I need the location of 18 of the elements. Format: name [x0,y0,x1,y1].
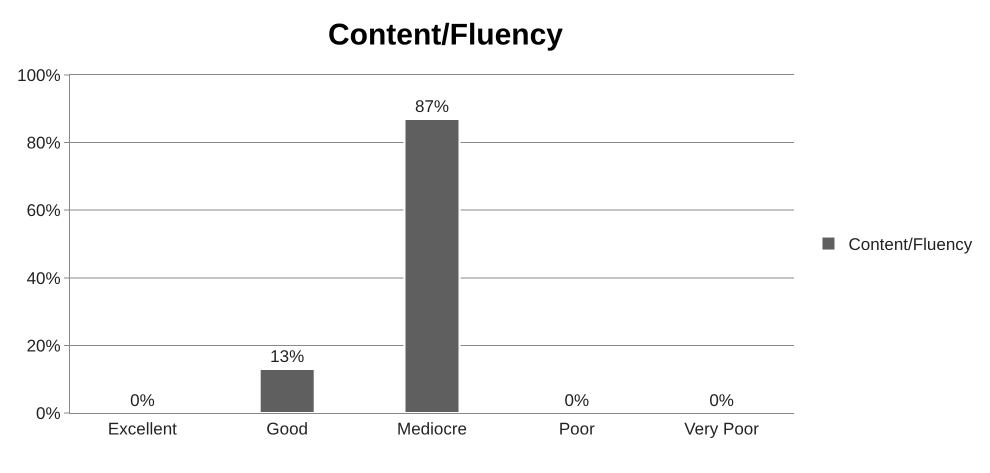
legend-label: Content/Fluency [848,235,973,254]
x-tick-label: Excellent [108,419,178,438]
x-tick-label: Poor [558,419,596,438]
data-label: 0% [709,391,734,410]
y-tick-label: 20% [26,336,61,356]
data-label: 87% [414,96,450,116]
y-tick-label: 60% [26,201,61,220]
y-tick-label: 100% [17,66,61,85]
x-tick-label: Very Poor [684,419,760,438]
data-label: 13% [270,347,304,366]
data-label: 0% [130,391,155,410]
y-tick-label: 80% [26,134,61,153]
chart-title: Content/Fluency [328,18,564,52]
data-label: 0% [564,391,590,410]
x-tick-label: Mediocre [397,419,467,438]
y-tick-label: 40% [26,268,61,288]
y-tick-label: 0% [36,404,61,423]
x-tick-label: Good [266,419,308,438]
